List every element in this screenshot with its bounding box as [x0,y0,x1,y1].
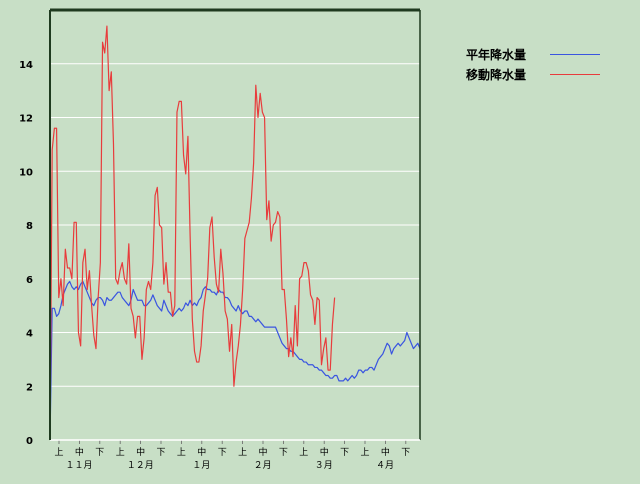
x-month-label: ４月 [376,460,394,471]
x-period-label: 下 [279,448,288,458]
series-layer [49,25,421,441]
legend-label-moving: 移動降水量 [466,68,527,82]
x-period-label: 上 [54,447,63,458]
x-axis: 上中下上中下上中下上中下上中下上中下１１月 １２月 １月 ２月 ３月 ４月 [54,440,410,471]
legend-item-moving: 移動降水量 [466,66,616,86]
series-line-1 [49,25,336,441]
x-month-label: ２月 [254,460,272,471]
x-period-label: 下 [340,448,349,458]
x-month-label: ３月 [315,460,333,471]
legend-item-normal: 平年降水量 [466,46,616,66]
y-tick-label: 14 [19,60,33,71]
x-period-label: 中 [75,446,84,458]
legend: 平年降水量 移動降水量 [466,46,616,86]
x-period-label: 上 [116,447,125,458]
y-axis: 0 2 4 6 8 10 12 14 [19,60,33,447]
x-period-label: 上 [238,447,247,458]
x-period-label: 中 [381,446,390,458]
legend-swatch-normal [550,54,600,55]
legend-label-normal: 平年降水量 [466,48,527,62]
y-tick-label: 2 [26,382,33,393]
x-period-label: 下 [95,448,104,458]
y-tick-label: 8 [26,221,33,232]
x-month-label: １１月 [65,460,92,471]
y-tick-label: 4 [26,329,33,340]
grid-lines [50,63,420,387]
x-month-label: １月 [192,460,210,471]
y-tick-label: 6 [26,275,33,286]
x-period-label: 中 [197,446,206,458]
x-month-label: １２月 [127,460,154,471]
x-period-label: 中 [136,446,145,458]
x-period-label: 下 [218,448,227,458]
x-period-label: 上 [360,447,369,458]
y-tick-label: 12 [19,114,33,125]
x-period-label: 下 [156,448,165,458]
y-tick-label: 10 [19,167,33,178]
y-tick-label: 0 [26,436,33,447]
series-line-0 [49,280,421,441]
x-period-label: 下 [401,448,410,458]
x-period-label: 上 [177,447,186,458]
plot-frame [49,8,421,441]
legend-swatch-moving [550,74,600,75]
x-period-label: 中 [258,446,267,458]
x-period-label: 上 [299,447,308,458]
x-period-label: 中 [320,446,329,458]
